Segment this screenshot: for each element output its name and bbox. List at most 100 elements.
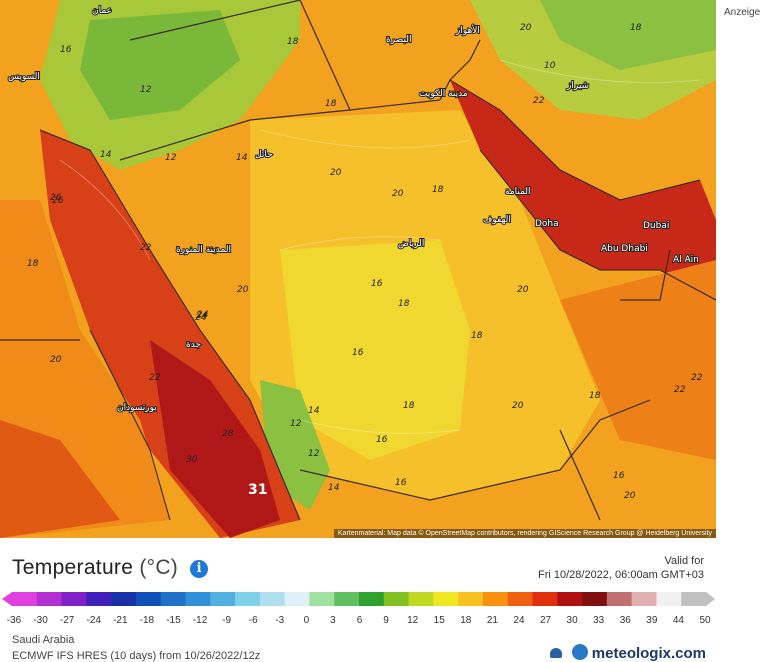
temp-label: 12 bbox=[308, 449, 320, 459]
city-label[interactable]: الرياض bbox=[397, 238, 425, 250]
temp-label: 22 bbox=[533, 96, 545, 106]
scale-tick-label: 18 bbox=[460, 615, 472, 626]
temp-label: 18 bbox=[287, 37, 299, 47]
color-swatch bbox=[135, 592, 162, 606]
color-swatch bbox=[259, 592, 286, 606]
temp-label: 14 bbox=[328, 483, 340, 493]
city-label[interactable]: Al Ain bbox=[672, 254, 700, 266]
temp-label: 20 bbox=[517, 285, 529, 295]
color-scale[interactable] bbox=[0, 588, 716, 610]
scale-tick-label: 3 bbox=[330, 615, 336, 626]
scale-tick-label: -6 bbox=[248, 615, 258, 626]
scale-tick-label: -9 bbox=[222, 615, 232, 626]
model-label: ECMWF IFS HRES (10 days) from 10/26/2022… bbox=[12, 650, 261, 662]
color-swatch bbox=[507, 592, 534, 606]
scale-tick-label: 24 bbox=[513, 615, 525, 626]
temp-label: 12 bbox=[165, 153, 177, 163]
color-swatch bbox=[557, 592, 583, 606]
city-label[interactable]: حائل bbox=[254, 149, 274, 161]
color-swatch bbox=[61, 592, 87, 606]
scale-tick-label: 36 bbox=[619, 615, 631, 626]
temp-label: 20 bbox=[330, 168, 342, 178]
scale-tick-label: -12 bbox=[192, 615, 208, 626]
scale-tick-label: -3 bbox=[275, 615, 285, 626]
temp-label: 16 bbox=[376, 435, 388, 445]
color-swatch bbox=[160, 592, 187, 606]
temp-label: 18 bbox=[27, 259, 39, 269]
region-label: Saudi Arabia bbox=[12, 634, 75, 646]
temp-label: 26 bbox=[52, 196, 64, 206]
scale-tick-label: -15 bbox=[166, 615, 181, 626]
scale-tick-label: 15 bbox=[433, 615, 445, 626]
scale-tick-label: -30 bbox=[33, 615, 48, 626]
temp-label: 16 bbox=[371, 279, 383, 289]
color-swatch bbox=[681, 592, 707, 606]
scale-tick-label: 44 bbox=[672, 615, 684, 626]
temp-label: 20 bbox=[237, 285, 249, 295]
valid-time: Valid for Fri 10/28/2022, 06:00am GMT+03 bbox=[538, 554, 704, 582]
city-label[interactable]: جدة bbox=[185, 339, 202, 351]
temp-label: 22 bbox=[674, 385, 686, 395]
temp-label: 18 bbox=[325, 99, 337, 109]
scale-tick-label: 27 bbox=[539, 615, 552, 626]
color-swatch bbox=[656, 592, 682, 606]
temp-label: 18 bbox=[403, 401, 415, 411]
temp-label: 28 bbox=[222, 429, 234, 439]
temp-label: 10 bbox=[544, 61, 556, 71]
scale-tick-label: 6 bbox=[356, 615, 363, 626]
temp-label: 20 bbox=[624, 491, 636, 501]
scale-tick-label: 12 bbox=[407, 615, 419, 626]
temp-label: 20 bbox=[520, 23, 532, 33]
temp-label: 12 bbox=[140, 85, 152, 95]
scale-tick-label: 9 bbox=[383, 615, 389, 626]
temp-label: 16 bbox=[352, 348, 364, 358]
temp-label: 22 bbox=[140, 243, 152, 253]
color-swatch bbox=[582, 592, 608, 606]
city-label[interactable]: Dubai bbox=[642, 220, 670, 232]
color-swatch bbox=[235, 592, 261, 606]
city-label[interactable]: Doha bbox=[534, 218, 560, 230]
legend-title: Temperature (°C) i bbox=[12, 556, 209, 580]
city-label[interactable]: عمان bbox=[91, 5, 113, 17]
map-attribution[interactable]: Kartenmaterial: Map data © OpenStreetMap… bbox=[333, 529, 716, 538]
max-value-label: 31 bbox=[248, 482, 267, 498]
color-swatch bbox=[86, 592, 112, 606]
temp-label: 14 bbox=[308, 406, 320, 416]
temperature-map[interactable]: Doha Dubai Abu Dhabi Al Ain جدة الرياض ا… bbox=[0, 0, 716, 538]
scale-right-arrow bbox=[706, 592, 715, 606]
valid-label: Valid for bbox=[664, 555, 704, 567]
ad-label: Anzeige bbox=[724, 7, 761, 18]
city-label[interactable]: مدينة الكويت bbox=[418, 88, 469, 100]
scale-tick-label: 50 bbox=[699, 615, 711, 626]
city-label[interactable]: الأهواز bbox=[454, 23, 481, 37]
color-swatch bbox=[210, 592, 236, 606]
temp-label: 20 bbox=[512, 401, 524, 411]
city-label[interactable]: Abu Dhabi bbox=[600, 243, 649, 255]
temp-label: 16 bbox=[60, 45, 72, 55]
brand-logo[interactable]: meteologix.com bbox=[549, 644, 706, 662]
temp-label: 22 bbox=[691, 373, 703, 383]
city-label[interactable]: المدينة المنورة bbox=[175, 244, 232, 256]
temp-label: 14 bbox=[236, 153, 248, 163]
city-label[interactable]: الهفوف bbox=[482, 214, 512, 226]
info-icon[interactable]: i bbox=[190, 560, 209, 578]
city-label[interactable]: البصرة bbox=[385, 34, 412, 46]
city-label[interactable]: بورتسودان bbox=[116, 402, 158, 414]
legend-title-text: Temperature bbox=[12, 556, 134, 579]
legend-unit: (°C) bbox=[139, 556, 179, 579]
brand-text: meteologix.com bbox=[591, 645, 706, 662]
city-label[interactable]: شيراز bbox=[565, 80, 590, 92]
color-swatch bbox=[359, 592, 385, 606]
temp-label: 24 bbox=[197, 310, 209, 320]
color-swatch bbox=[284, 592, 311, 606]
scale-tick-label: 39 bbox=[646, 615, 658, 626]
city-label[interactable]: السويس bbox=[7, 71, 41, 83]
scale-tick-label: -27 bbox=[59, 615, 75, 626]
scale-tick-label: -21 bbox=[113, 615, 128, 626]
city-label[interactable]: المنامة bbox=[504, 186, 532, 198]
color-swatch bbox=[334, 592, 360, 606]
color-swatch bbox=[309, 592, 335, 606]
scale-left-arrow bbox=[2, 592, 12, 606]
temp-label: 18 bbox=[471, 331, 483, 341]
temp-label: 14 bbox=[100, 150, 112, 160]
